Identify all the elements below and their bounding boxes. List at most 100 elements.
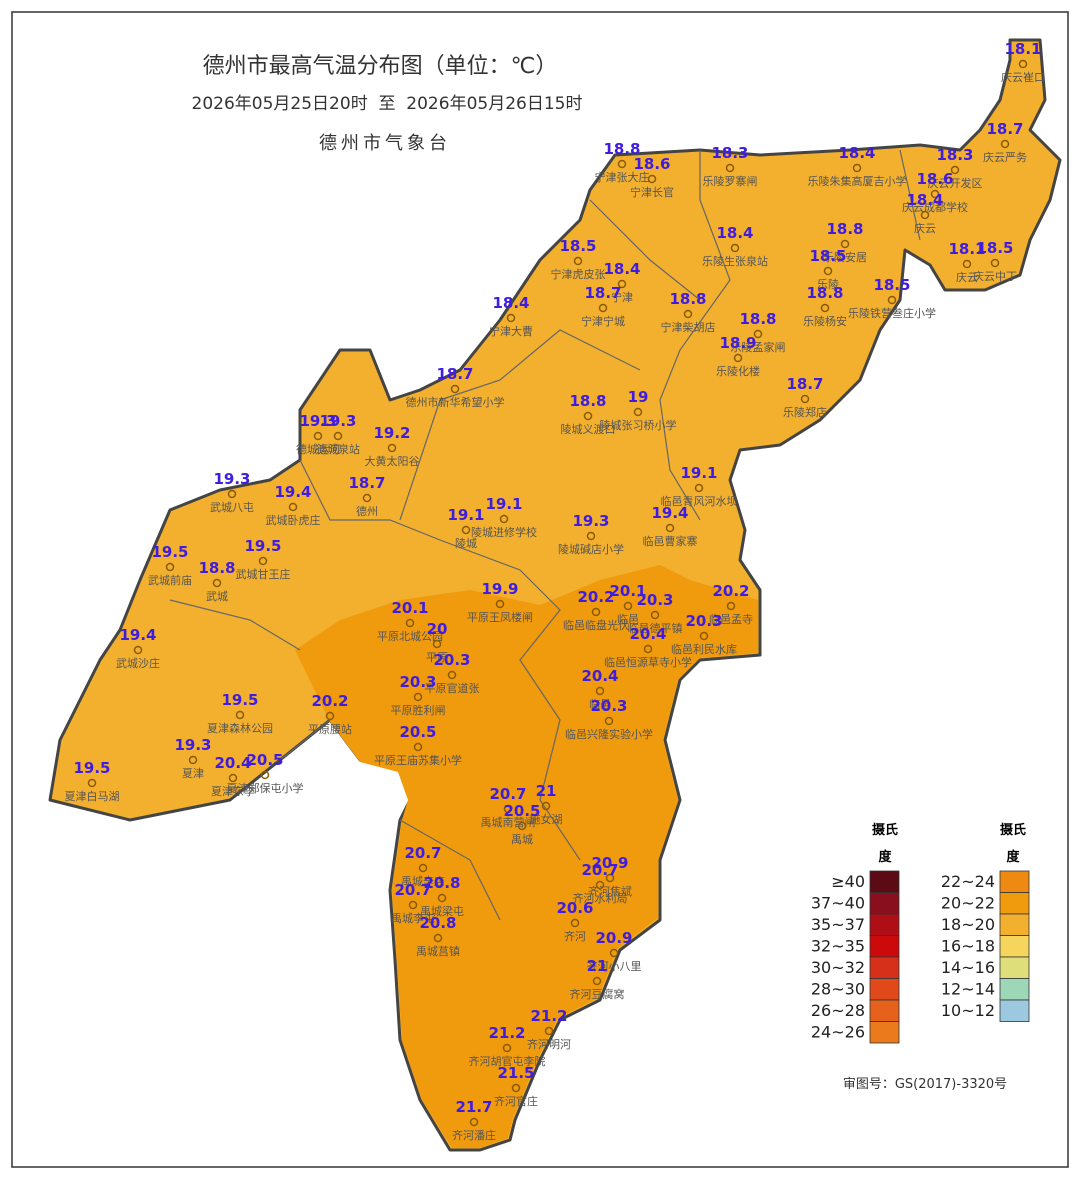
station-name: 齐河明河 [527,1037,571,1051]
station-name: 宁津虎皮张 [551,267,606,281]
station-value: 18.8 [739,310,776,328]
station-value: 20.9 [591,854,628,872]
station-value: 18.3 [711,144,748,162]
station-name: 德城泉站 [316,442,360,456]
station-name: 武城沙庄 [116,656,160,670]
station-dot [503,804,513,814]
station-value: 20.5 [399,723,436,741]
station-name: 庆云崔口 [1001,70,1045,84]
station-name: 禹城南营闸 [481,815,536,829]
station-dot [506,313,516,323]
station-name: 乐陵郑店 [783,405,827,419]
station-value: 20.7 [394,881,431,899]
legend-swatch [869,935,900,958]
station-name: 齐河胡官屯李院 [469,1054,546,1068]
station-dot [753,329,763,339]
station-name: 齐河 [564,929,586,943]
station-name: 临邑 [617,612,639,626]
station-dot [227,489,237,499]
station-name: 禹城李屯 [391,911,435,925]
agency: 德州市气象台 [319,133,451,154]
station-dot [188,755,198,765]
station-value: 18.4 [492,294,529,312]
legend-swatch [999,935,1030,958]
station-name: 临邑 [589,697,611,711]
station-value: 20.8 [423,874,460,892]
station-name: 武城甘王庄 [236,567,291,581]
station-dot [408,900,418,910]
station-dot [591,607,601,617]
station-dot [665,523,675,533]
legend-label: 30~32 [811,958,865,977]
station-name: 夏津 [182,767,204,780]
station-value: 20.1 [391,599,428,617]
legend-swatch [869,892,900,915]
station-name: 庆云 [914,221,936,235]
legend-swatch [869,1021,900,1044]
station-value: 18.8 [826,220,863,238]
station-dot [586,531,596,541]
station-name: 庆云开发区 [928,176,983,190]
station-dot [726,601,736,611]
station-dot [840,239,850,249]
station-name: 夏津郑保屯小学 [227,781,304,795]
station-dot [212,578,222,588]
station-dot [650,610,660,620]
station-name: 德城运河 [296,442,340,456]
station-value: 20.5 [503,802,540,820]
station-value: 18.8 [806,284,843,302]
station-dot [617,279,627,289]
station-value: 20.7 [581,861,618,879]
legend-label: 14~16 [941,958,995,977]
station-value: 20.3 [590,697,627,715]
station-name: 平原王庙苏集小学 [374,753,462,767]
legend-label: 24~26 [811,1023,865,1042]
station-dot [1000,139,1010,149]
county-borders [169,149,921,921]
station-value: 19.4 [651,504,688,522]
legend-label: 10~12 [941,1001,995,1020]
station-value: 21 [587,957,608,975]
station-value: 21.2 [488,1024,525,1042]
station-dot [725,163,735,173]
station-dot [694,483,704,493]
station-name: 陵城碱店小学 [558,542,624,556]
legend-swatch [999,870,1030,893]
station-value: 20.2 [311,692,348,710]
station-dot [432,639,442,649]
station-name: 乐陵生张泉站 [702,254,768,268]
legend: 摄氏度 摄氏度 ≥40 37~40 35~37 32~35 30~32 28~30 26~28 2… [811,822,1030,1044]
legend-label: 12~14 [941,980,995,999]
station-value: 18.8 [198,559,235,577]
station-dot [623,601,633,611]
station-name: 陵城义渡口 [561,422,616,436]
station-name: 临邑临盘光伏 [563,618,629,632]
station-name: 齐河豆腐窝 [570,987,625,1001]
station-value: 18.4 [838,144,875,162]
station-dot [450,384,460,394]
station-dot [595,686,605,696]
legend-label: 22~24 [941,872,995,891]
station-name: 平原北城公园 [377,630,443,643]
station-dot [950,165,960,175]
period: 2026年05月25日20时 至 2026年05月26日15时 [192,94,583,114]
station-name: 齐河小八里 [587,959,642,973]
station-name: 夏津森林公园 [207,721,273,735]
station-name: 德州市新华希望小学 [406,395,505,409]
legend-label: 28~30 [811,980,865,999]
station-name: 临邑青风河水坝 [661,494,738,508]
station-name: 齐河焦斌 [588,884,632,898]
station-value: 18.3 [936,146,973,164]
station-value: 18.7 [584,284,621,302]
station-dot [495,599,505,609]
station-value: 20.5 [246,751,283,769]
legend-label: 37~40 [811,894,865,913]
station-name: 陵城 [455,537,477,550]
station-dot [683,309,693,319]
station-value: 20.6 [556,899,593,917]
legend-label: 20~22 [941,894,995,913]
station-name: 武城 [206,590,228,603]
station-value: 19.3 [572,512,609,530]
station-dot [517,821,527,831]
